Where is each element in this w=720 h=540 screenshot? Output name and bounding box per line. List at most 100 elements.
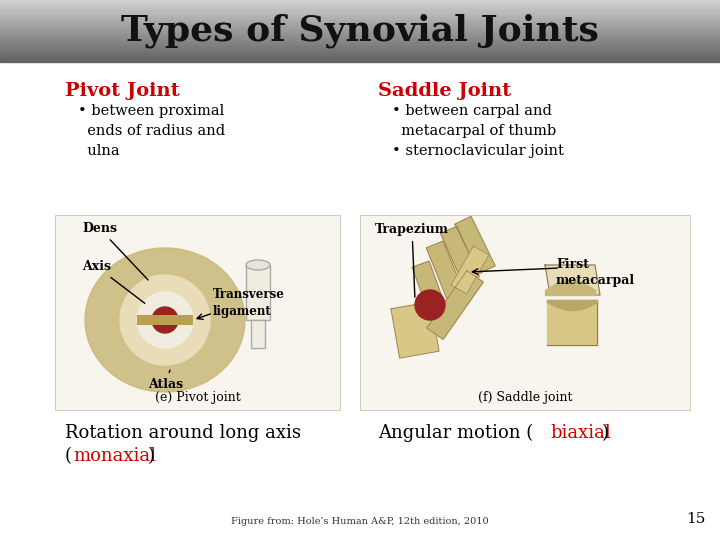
Bar	[0, 57, 720, 58]
Bar	[246, 265, 270, 320]
Bar	[0, 45, 720, 46]
Text: • between proximal
  ends of radius and
  ulna: • between proximal ends of radius and ul…	[78, 104, 225, 158]
Bar	[0, 4, 720, 5]
Polygon shape	[451, 246, 489, 294]
Polygon shape	[427, 271, 483, 340]
Text: Angular motion (: Angular motion (	[378, 424, 534, 442]
Polygon shape	[412, 261, 448, 319]
Bar	[0, 27, 720, 28]
Bar	[0, 18, 720, 19]
Bar	[0, 59, 720, 60]
Polygon shape	[152, 307, 178, 333]
Bar	[360, 215, 690, 410]
Bar	[0, 32, 720, 33]
Bar	[0, 56, 720, 57]
Bar	[0, 51, 720, 52]
Bar	[0, 40, 720, 41]
Polygon shape	[85, 248, 245, 392]
Bar	[0, 41, 720, 42]
Text: Dens: Dens	[82, 222, 148, 280]
Bar	[0, 53, 720, 54]
Text: Pivot Joint: Pivot Joint	[65, 82, 179, 100]
Bar	[0, 6, 720, 7]
Text: Axis: Axis	[82, 260, 145, 303]
Bar	[0, 13, 720, 14]
Bar	[0, 28, 720, 29]
Bar	[0, 48, 720, 49]
Bar	[0, 20, 720, 21]
Bar	[0, 61, 720, 62]
Bar	[0, 49, 720, 50]
Bar	[0, 19, 720, 20]
Text: Transverse
ligament: Transverse ligament	[213, 288, 285, 318]
Bar	[55, 215, 340, 410]
Text: biaxial: biaxial	[550, 424, 611, 442]
Bar	[0, 55, 720, 56]
Text: 15: 15	[687, 512, 706, 526]
Bar	[0, 30, 720, 31]
Polygon shape	[120, 275, 210, 365]
Bar	[137, 315, 193, 325]
Bar	[0, 14, 720, 15]
Bar	[0, 33, 720, 34]
Bar	[0, 16, 720, 17]
Circle shape	[415, 290, 445, 320]
Text: Rotation around long axis: Rotation around long axis	[65, 424, 301, 442]
Bar	[0, 24, 720, 25]
Bar	[0, 58, 720, 59]
Ellipse shape	[246, 260, 270, 270]
Bar	[0, 34, 720, 35]
Polygon shape	[455, 217, 495, 274]
Polygon shape	[547, 300, 597, 345]
Bar	[0, 60, 720, 61]
Bar	[0, 42, 720, 43]
Text: (: (	[65, 447, 72, 465]
Bar	[0, 21, 720, 22]
Bar	[0, 8, 720, 9]
Bar	[0, 44, 720, 45]
Bar	[0, 25, 720, 26]
Bar	[251, 320, 265, 348]
Text: Figure from: Hole’s Human A&P, 12th edition, 2010: Figure from: Hole’s Human A&P, 12th edit…	[231, 517, 489, 526]
Bar	[0, 3, 720, 4]
Bar	[0, 23, 720, 24]
Text: monaxial: monaxial	[73, 447, 156, 465]
Text: Types of Synovial Joints: Types of Synovial Joints	[121, 14, 599, 48]
Bar	[0, 15, 720, 16]
Text: Trapezium: Trapezium	[375, 223, 449, 297]
Bar	[0, 43, 720, 44]
Text: • between carpal and
  metacarpal of thumb
• sternoclavicular joint: • between carpal and metacarpal of thumb…	[392, 104, 564, 158]
Text: Saddle Joint: Saddle Joint	[378, 82, 511, 100]
Polygon shape	[441, 226, 480, 284]
Text: ): )	[148, 447, 155, 465]
Text: (f) Saddle joint: (f) Saddle joint	[478, 391, 572, 404]
Bar	[0, 5, 720, 6]
Polygon shape	[426, 241, 464, 299]
Bar	[0, 12, 720, 13]
Bar	[0, 50, 720, 51]
Bar	[0, 31, 720, 32]
Bar	[0, 10, 720, 11]
Bar	[0, 11, 720, 12]
Polygon shape	[137, 292, 193, 348]
Bar	[0, 1, 720, 2]
Bar	[0, 46, 720, 48]
Polygon shape	[545, 265, 600, 295]
Bar	[0, 17, 720, 18]
Bar	[0, 29, 720, 30]
Bar	[0, 38, 720, 39]
Bar	[0, 52, 720, 53]
Text: First
metacarpal: First metacarpal	[556, 258, 635, 287]
Bar	[0, 2, 720, 3]
Text: ): )	[602, 424, 609, 442]
Bar	[0, 37, 720, 38]
Polygon shape	[391, 302, 439, 358]
Bar	[0, 39, 720, 40]
Text: Atlas: Atlas	[148, 370, 183, 391]
Bar	[0, 0, 720, 1]
Bar	[0, 26, 720, 27]
Bar	[0, 7, 720, 8]
Bar	[0, 22, 720, 23]
Bar	[0, 36, 720, 37]
Text: (e) Pivot joint: (e) Pivot joint	[155, 391, 240, 404]
